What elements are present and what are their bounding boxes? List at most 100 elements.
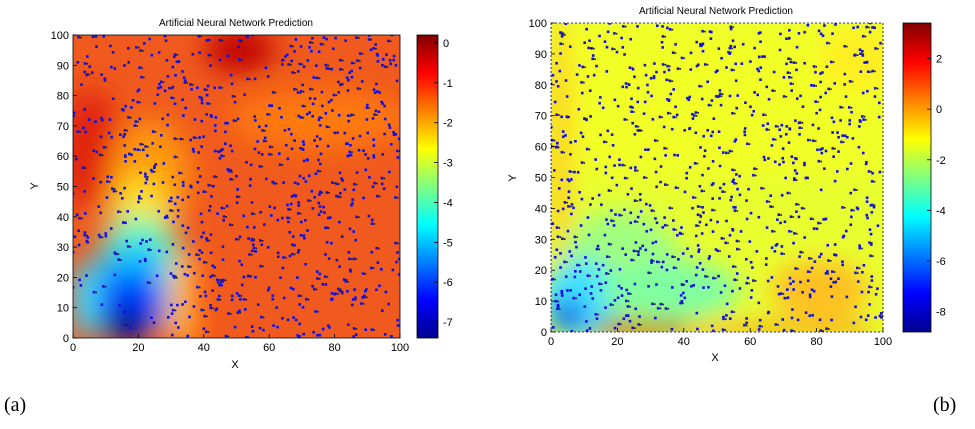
scatter-point — [691, 117, 695, 120]
scatter-point-shadow — [664, 63, 667, 66]
scatter-point — [555, 113, 558, 117]
scatter-point — [338, 220, 341, 224]
scatter-point — [362, 196, 365, 200]
scatter-point — [221, 245, 225, 248]
scatter-point — [372, 144, 376, 147]
scatter-point — [698, 220, 702, 224]
scatter-point — [348, 227, 352, 231]
scatter-point — [699, 215, 703, 218]
scatter-point-shadow — [566, 261, 568, 264]
scatter-point — [847, 106, 851, 109]
scatter-point — [151, 170, 154, 173]
scatter-point — [298, 322, 301, 326]
scatter-point-shadow — [186, 81, 188, 84]
scatter-point — [825, 327, 828, 330]
scatter-point — [551, 82, 553, 86]
scatter-point-shadow — [341, 68, 344, 71]
scatter-point — [861, 34, 865, 38]
scatter-point — [123, 186, 126, 190]
scatter-point — [293, 244, 296, 247]
scatter-point — [216, 281, 220, 284]
scatter-point — [753, 46, 756, 50]
scatter-point — [795, 210, 798, 213]
scatter-point — [576, 170, 580, 174]
scatter-point — [326, 144, 330, 148]
scatter-point — [581, 65, 585, 69]
scatter-point — [83, 231, 87, 234]
scatter-point — [338, 289, 342, 293]
scatter-point — [268, 152, 271, 156]
scatter-point — [695, 64, 699, 68]
scatter-point-shadow — [245, 298, 248, 301]
scatter-point — [147, 248, 151, 251]
scatter-point — [631, 106, 634, 109]
scatter-point — [281, 59, 284, 62]
scatter-point — [735, 239, 739, 243]
scatter-point — [734, 206, 737, 209]
scatter-point — [609, 269, 613, 272]
scatter-point — [376, 60, 380, 63]
scatter-point-shadow — [275, 182, 278, 185]
scatter-point — [103, 77, 107, 81]
scatter-point-shadow — [113, 188, 116, 190]
scatter-point — [325, 191, 329, 194]
scatter-point — [266, 113, 269, 116]
scatter-point — [579, 224, 583, 227]
scatter-point — [762, 113, 765, 117]
scatter-point-shadow — [857, 272, 859, 274]
scatter-point — [181, 224, 185, 227]
scatter-point — [211, 264, 215, 268]
scatter-point — [565, 115, 569, 118]
scatter-point — [381, 309, 384, 312]
scatter-point — [813, 260, 817, 263]
scatter-point-shadow — [650, 272, 652, 274]
scatter-point — [694, 273, 698, 277]
scatter-point — [757, 55, 761, 59]
scatter-point — [822, 218, 825, 221]
scatter-point — [817, 221, 820, 225]
scatter-point-shadow — [309, 200, 312, 202]
scatter-point — [311, 102, 315, 106]
chart-1-xtick-label: 20 — [611, 336, 623, 348]
scatter-point — [127, 61, 131, 64]
scatter-point — [642, 112, 646, 115]
scatter-point — [639, 155, 643, 159]
scatter-point-shadow — [868, 26, 870, 29]
scatter-point — [388, 59, 392, 62]
scatter-point — [137, 200, 140, 204]
scatter-point — [137, 88, 141, 92]
scatter-point — [860, 290, 864, 294]
scatter-point — [82, 126, 85, 130]
scatter-point — [869, 203, 873, 207]
scatter-point — [753, 167, 756, 171]
scatter-point — [661, 63, 665, 66]
scatter-point — [322, 36, 326, 39]
scatter-point — [558, 69, 562, 73]
scatter-point — [722, 315, 725, 319]
scatter-point-shadow — [768, 201, 771, 203]
scatter-point — [262, 139, 266, 143]
scatter-point — [375, 288, 378, 292]
scatter-point — [595, 64, 598, 68]
scatter-point — [196, 86, 199, 89]
scatter-point-shadow — [261, 165, 264, 168]
scatter-point — [314, 172, 318, 176]
scatter-point — [239, 39, 243, 43]
chart-1-ytick-label: 100 — [529, 18, 547, 30]
scatter-point-shadow — [817, 101, 819, 103]
scatter-point — [769, 194, 773, 198]
scatter-point — [711, 230, 715, 233]
scatter-point-shadow — [872, 255, 874, 257]
scatter-point — [288, 230, 292, 234]
scatter-point — [281, 266, 285, 270]
scatter-point — [381, 153, 385, 156]
scatter-point-shadow — [699, 214, 702, 216]
scatter-point — [725, 219, 728, 223]
scatter-point — [207, 38, 211, 42]
scatter-point — [394, 64, 398, 67]
scatter-point-shadow — [353, 62, 356, 65]
scatter-point — [812, 65, 816, 68]
scatter-point-shadow — [559, 236, 561, 238]
scatter-point-shadow — [624, 25, 627, 28]
